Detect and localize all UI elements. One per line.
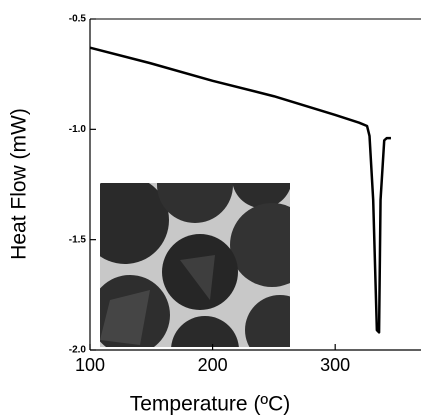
- x-tick-label: 300: [320, 355, 350, 375]
- x-tick-label: 200: [198, 355, 228, 375]
- inset-image: [100, 183, 290, 347]
- y-tick-label: -0.5: [69, 14, 87, 25]
- y-tick-label: -2.0: [69, 345, 87, 356]
- y-tick-label: -1.0: [69, 124, 87, 135]
- x-axis-label: Temperature (ºC): [130, 393, 291, 416]
- data-line: [89, 46, 391, 334]
- y-tick-label: -1.5: [69, 234, 87, 245]
- y-axis-label: Heat Flow (mW): [8, 108, 31, 260]
- x-tick-label: 100: [75, 355, 105, 375]
